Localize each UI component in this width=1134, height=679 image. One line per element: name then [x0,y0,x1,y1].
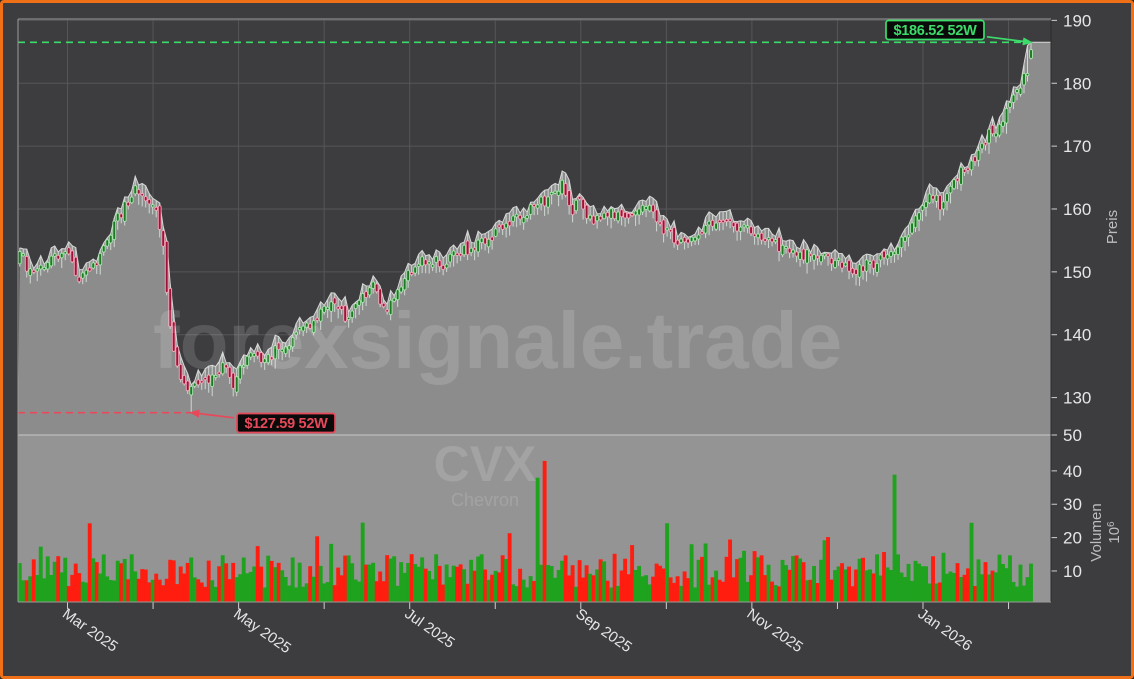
svg-text:180: 180 [1063,74,1091,93]
svg-text:160: 160 [1063,200,1091,219]
svg-text:10: 10 [1063,562,1082,581]
svg-text:150: 150 [1063,263,1091,282]
svg-text:30: 30 [1063,495,1082,514]
svg-text:$186.52 52W: $186.52 52W [894,23,978,39]
svg-text:20: 20 [1063,529,1082,548]
svg-text:140: 140 [1063,326,1091,345]
svg-text:170: 170 [1063,137,1091,156]
svg-text:Preis: Preis [1104,210,1121,244]
svg-text:190: 190 [1063,11,1091,30]
svg-text:130: 130 [1063,389,1091,408]
svg-text:40: 40 [1063,462,1082,481]
svg-text:50: 50 [1063,426,1082,445]
svg-text:$127.59 52W: $127.59 52W [245,416,329,432]
svg-text:Volumen: Volumen [1088,503,1105,561]
